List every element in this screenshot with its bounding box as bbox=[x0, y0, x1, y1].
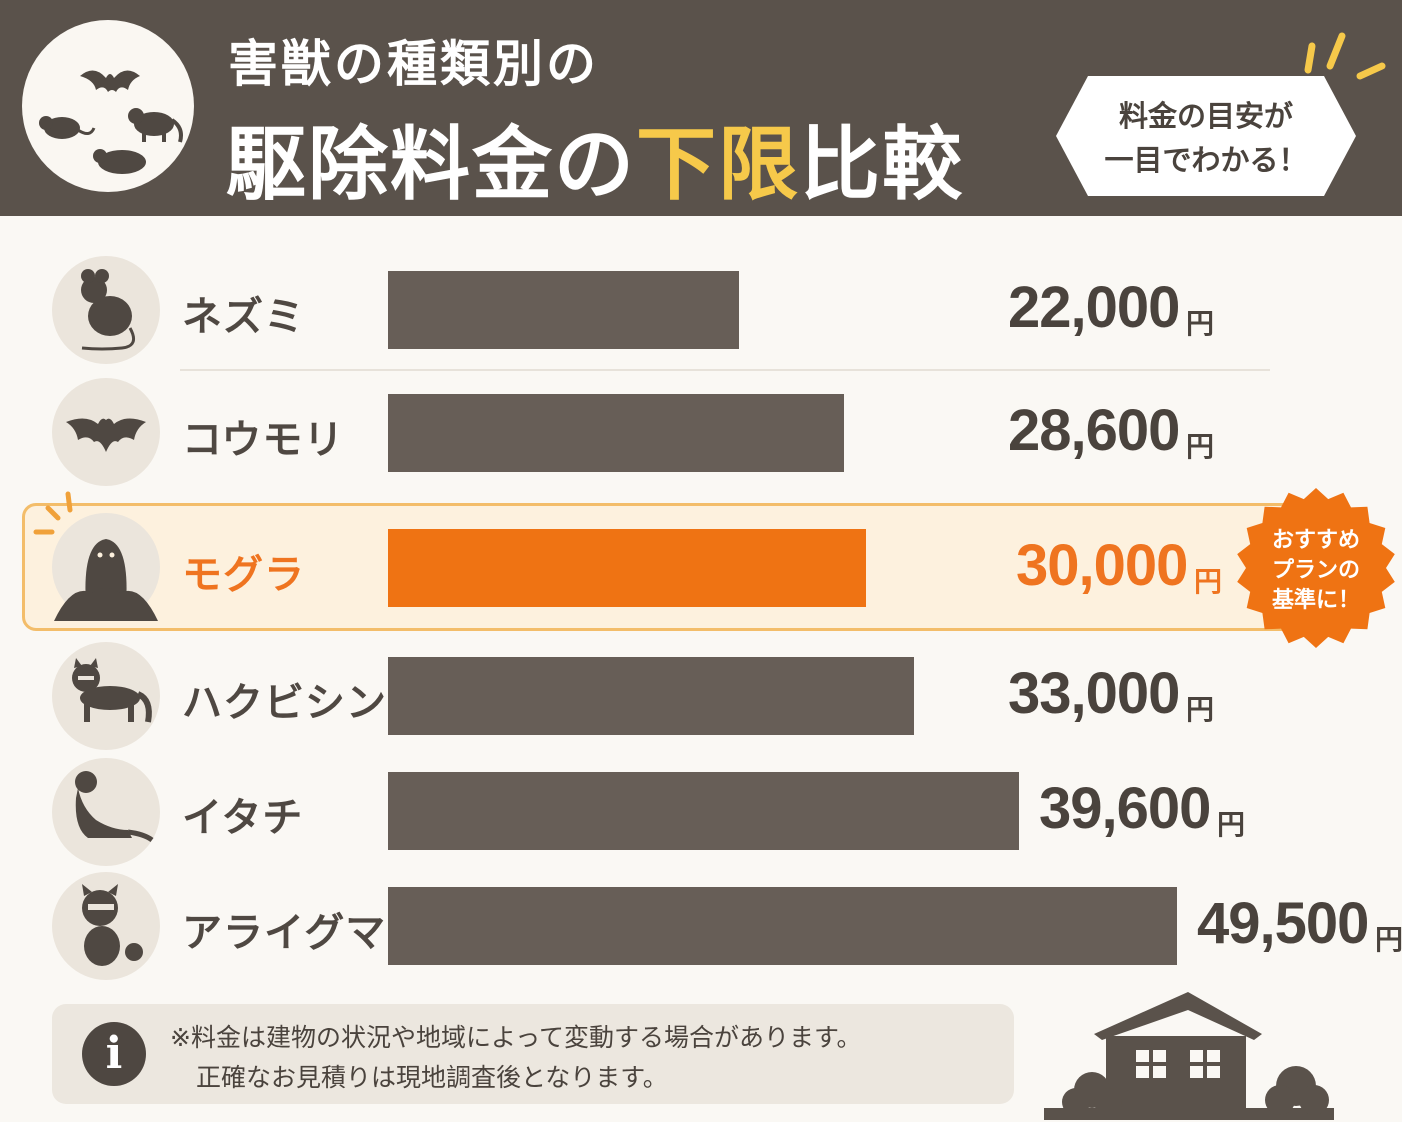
summary-badge: 料金の目安が 一目でわかる！ bbox=[1052, 72, 1360, 200]
bar-highlighted bbox=[388, 529, 866, 607]
badge-line-1: 料金の目安が bbox=[1118, 99, 1293, 133]
unit-label: 円 bbox=[1186, 430, 1215, 463]
row-name: イタチ bbox=[182, 795, 304, 841]
value-label: 39,600 bbox=[1039, 776, 1211, 841]
value-label: 28,600 bbox=[1008, 398, 1180, 463]
mole-icon bbox=[52, 513, 160, 621]
value-label: 49,500 bbox=[1197, 891, 1369, 956]
disclaimer-note: i ※料金は建物の状況や地域によって変動する場合があります。 正確なお見積りは現… bbox=[52, 1004, 1014, 1104]
pest-emblem bbox=[22, 20, 194, 192]
bar bbox=[388, 657, 914, 735]
bar bbox=[388, 887, 1177, 965]
unit-label-highlighted: 円 bbox=[1194, 565, 1223, 598]
recommend-line-2: プランの bbox=[1271, 558, 1360, 583]
rat-icon bbox=[52, 256, 160, 364]
title-highlight: 下限 bbox=[636, 118, 800, 211]
row-name: ハクビシン bbox=[182, 680, 387, 726]
unit-label: 円 bbox=[1186, 307, 1215, 340]
title-part-2: 比較 bbox=[800, 118, 964, 211]
recommend-badge: おすすめ プランの 基準に！ bbox=[1236, 488, 1396, 648]
unit-label: 円 bbox=[1375, 923, 1402, 956]
title-part-1: 駆除料金の bbox=[226, 118, 636, 211]
highlight-spark-icon bbox=[33, 491, 73, 535]
header-banner: 害獣の種類別の 駆除料金の下限比較 料金の目安が 一目でわかる！ bbox=[0, 0, 1402, 216]
bat-icon bbox=[80, 70, 140, 92]
unit-label: 円 bbox=[1186, 693, 1215, 726]
badge-text: 料金の目安が 一目でわかる！ bbox=[1052, 94, 1360, 182]
pest-emblem-icons bbox=[39, 70, 183, 174]
spark-lines-icon bbox=[1304, 32, 1386, 80]
value-label: 22,000 bbox=[1008, 275, 1180, 340]
row-name: ネズミ bbox=[182, 294, 305, 340]
recommend-line-3: 基準に！ bbox=[1271, 588, 1360, 613]
bar bbox=[388, 772, 1019, 850]
title-line-1: 害獣の種類別の bbox=[228, 35, 599, 93]
bar bbox=[388, 271, 739, 349]
house-icon bbox=[1044, 992, 1334, 1120]
civet-icon bbox=[128, 108, 183, 143]
value-label-highlighted: 30,000 bbox=[1016, 533, 1188, 598]
mole-icon bbox=[93, 149, 146, 174]
badge-shape bbox=[1056, 76, 1356, 196]
row-name: コウモリ bbox=[182, 417, 345, 463]
note-line-1: ※料金は建物の状況や地域によって変動する場合があります。 bbox=[170, 1023, 862, 1052]
recommend-text: おすすめ プランの 基準に！ bbox=[1236, 526, 1396, 616]
bat-icon bbox=[52, 378, 160, 486]
note-line-2: 正確なお見積りは現地調査後となります。 bbox=[196, 1063, 668, 1092]
unit-label: 円 bbox=[1217, 808, 1246, 841]
recommend-line-1: おすすめ bbox=[1271, 528, 1360, 553]
badge-line-2: 一目でわかる！ bbox=[1104, 143, 1308, 177]
row-divider bbox=[180, 369, 1270, 371]
bar bbox=[388, 394, 844, 472]
row-name-highlighted: モグラ bbox=[182, 552, 305, 598]
value-label: 33,000 bbox=[1008, 661, 1180, 726]
weasel-icon bbox=[52, 758, 160, 866]
civet-icon bbox=[52, 642, 160, 750]
rat-icon bbox=[39, 116, 96, 139]
info-icon: i bbox=[82, 1022, 146, 1086]
row-name: アライグマ bbox=[182, 910, 387, 956]
recommend-badge-shape bbox=[1237, 488, 1395, 648]
title-line-2: 駆除料金の下限比較 bbox=[226, 100, 964, 216]
raccoon-icon bbox=[52, 872, 160, 980]
